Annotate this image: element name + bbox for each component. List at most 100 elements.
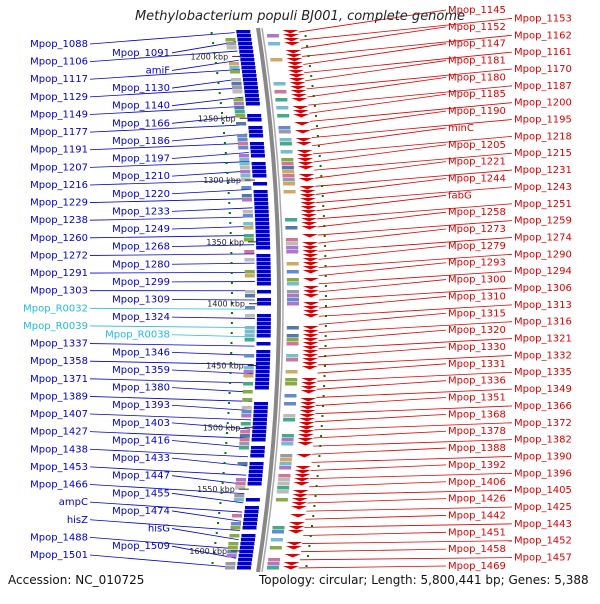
minus-strand-gene (241, 534, 255, 538)
orf-block (283, 414, 295, 418)
right-gene-label: Mpop_1336 (448, 376, 506, 387)
minus-strand-gene (257, 262, 271, 266)
plus-strand-gene (300, 206, 316, 210)
right-connector (319, 246, 446, 260)
minus-strand-gene (240, 542, 254, 546)
minus-strand-gene (255, 378, 269, 382)
orf-block (274, 82, 286, 86)
tick-dot (216, 72, 218, 74)
minus-strand-gene (253, 422, 267, 426)
plus-strand-gene (298, 162, 314, 166)
plus-strand-gene (295, 130, 311, 134)
right-gene-label: Mpop_1310 (448, 291, 506, 302)
right-gene-label: Mpop_1300 (448, 275, 506, 286)
minus-strand-gene (245, 98, 259, 102)
left-gene-label: Mpop_1088 (30, 39, 88, 50)
minus-strand-gene (252, 170, 266, 174)
left-gene-label: Mpop_1403 (112, 418, 170, 429)
plus-strand-gene (302, 246, 318, 250)
minus-strand-gene (239, 554, 253, 558)
minus-strand-gene (254, 198, 268, 202)
tick-dot (224, 452, 226, 454)
minus-strand-gene (238, 38, 252, 42)
right-gene-label: Mpop_1190 (448, 106, 506, 117)
orf-block (286, 370, 298, 374)
right-connector (312, 128, 446, 146)
plus-strand-gene (298, 438, 314, 442)
right-connector (314, 145, 446, 162)
minus-strand-gene (243, 74, 257, 78)
left-gene-label: Mpop_1488 (30, 532, 88, 543)
left-gene-label: Mpop_1210 (112, 171, 170, 182)
tick-dot (315, 495, 317, 497)
left-gene-label: Mpop_1337 (30, 339, 88, 350)
right-connector (316, 187, 512, 203)
right-gene-label: Mpop_1218 (514, 131, 572, 142)
minus-strand-gene (252, 438, 266, 442)
minus-strand-gene (254, 190, 268, 194)
left-gene-label: Mpop_1393 (112, 400, 170, 411)
tick-dot (318, 465, 320, 467)
tick-dot (312, 515, 314, 517)
tick-dot (225, 152, 227, 154)
minus-strand-gene (250, 142, 264, 146)
plus-strand-gene (285, 554, 301, 558)
orf-block (240, 430, 250, 434)
plus-strand-gene (290, 82, 306, 86)
orf-block (234, 498, 244, 502)
minus-strand-gene (255, 374, 269, 378)
left-gene-label: Mpop_1140 (112, 101, 170, 112)
left-connector (172, 226, 253, 229)
plus-strand-gene (298, 430, 314, 434)
plus-strand-gene (302, 354, 318, 358)
tick-dot (324, 355, 326, 357)
orf-block (245, 270, 255, 274)
right-gene-label: Mpop_1313 (514, 300, 572, 311)
plus-strand-gene (302, 362, 318, 366)
plus-strand-gene (285, 50, 301, 54)
orf-block (278, 482, 290, 486)
orf-block (244, 366, 254, 370)
plus-strand-gene (297, 158, 313, 162)
left-connector (172, 152, 249, 158)
plus-strand-gene (301, 210, 317, 214)
orf-block (243, 222, 253, 226)
plus-strand-gene (283, 566, 299, 570)
tick-dot (325, 295, 327, 297)
right-gene-label: Mpop_1425 (514, 502, 572, 513)
minus-strand-gene (256, 242, 270, 246)
orf-block (287, 326, 299, 330)
orf-block (285, 378, 297, 382)
plus-strand-gene (301, 226, 317, 230)
right-gene-label: Mpop_1161 (514, 47, 572, 58)
tick-dot (324, 345, 326, 347)
plus-strand-gene (301, 378, 317, 382)
right-gene-label: Mpop_1259 (514, 216, 572, 227)
orf-block (240, 170, 250, 174)
left-gene-label: Mpop_1466 (30, 480, 88, 491)
tick-dot (323, 385, 325, 387)
tick-dot (325, 265, 327, 267)
left-connector (172, 60, 239, 70)
left-gene-label: Mpop_1309 (112, 295, 170, 306)
left-connector (90, 555, 235, 567)
tick-dot (316, 125, 318, 127)
plus-strand-gene (303, 338, 319, 342)
left-gene-label: Mpop_1291 (30, 268, 88, 279)
left-gene-label: Mpop_1474 (112, 506, 170, 517)
kbp-tick-label: 1400 kbp (207, 300, 245, 309)
right-gene-label: Mpop_1321 (514, 334, 572, 345)
plus-strand-gene (301, 218, 317, 222)
left-gene-label: amiF (146, 65, 171, 76)
orf-block (227, 46, 237, 50)
tick-dot (323, 215, 325, 217)
minus-strand-gene (238, 558, 252, 562)
minus-strand-gene (255, 210, 269, 214)
orf-block (226, 562, 236, 566)
plus-strand-gene (297, 154, 313, 158)
kbp-tick-label: 1600 kbp (189, 547, 227, 556)
right-gene-label: Mpop_1185 (448, 89, 506, 100)
plus-strand-gene (297, 442, 313, 446)
plus-strand-gene (286, 54, 302, 58)
